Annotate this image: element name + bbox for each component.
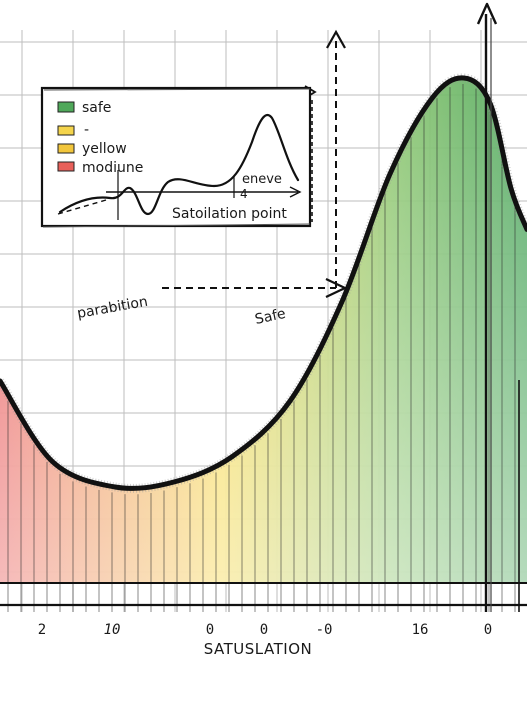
legend-swatch-dash — [57, 125, 75, 136]
legend-swatch-modiune — [57, 161, 75, 172]
x-axis-label: SATUSLATION — [204, 640, 312, 658]
x-tick-label: 0 — [260, 622, 268, 638]
legend-box-sketch — [42, 88, 311, 228]
legend-label-yellow: yellow — [82, 141, 127, 157]
inset-label-saturation-point: Satoilation point — [172, 206, 287, 222]
peak-arrow-head — [476, 2, 498, 25]
dashed-arrow-vertical-head — [326, 29, 346, 49]
legend-label-dash: - — [84, 122, 89, 138]
hatch-lines — [7, 83, 516, 612]
inset-label-4: 4 — [240, 187, 248, 201]
legend-box — [40, 86, 312, 228]
annotation-parabition: parabition — [76, 294, 149, 322]
legend: safe - yellow modiune eneve 4 Satoilatio… — [40, 86, 312, 228]
inset-mini-curve — [58, 113, 300, 216]
legend-swatch-safe — [57, 101, 75, 113]
legend-label-safe: safe — [82, 100, 111, 116]
dashed-arrow-horizontal-head — [325, 278, 348, 298]
legend-swatch-yellow — [57, 143, 75, 154]
x-tick-label: 0 — [484, 622, 492, 638]
annotation-safe: Safe — [254, 306, 288, 328]
inset-label-eneve: eneve — [242, 172, 282, 187]
x-ticks: 2 10 0 0 -0 16 0 — [38, 622, 492, 638]
curve-line — [0, 75, 527, 491]
x-tick-label: 0 — [206, 622, 214, 638]
legend-label-modiune: modiune — [82, 160, 143, 176]
x-tick-label: 2 — [38, 622, 46, 638]
area-fade — [0, 77, 527, 583]
x-tick-label: -0 — [316, 622, 333, 638]
x-tick-label: 10 — [104, 622, 121, 638]
x-tick-label: 16 — [412, 622, 429, 638]
inset-baseline-arrow — [289, 186, 302, 198]
